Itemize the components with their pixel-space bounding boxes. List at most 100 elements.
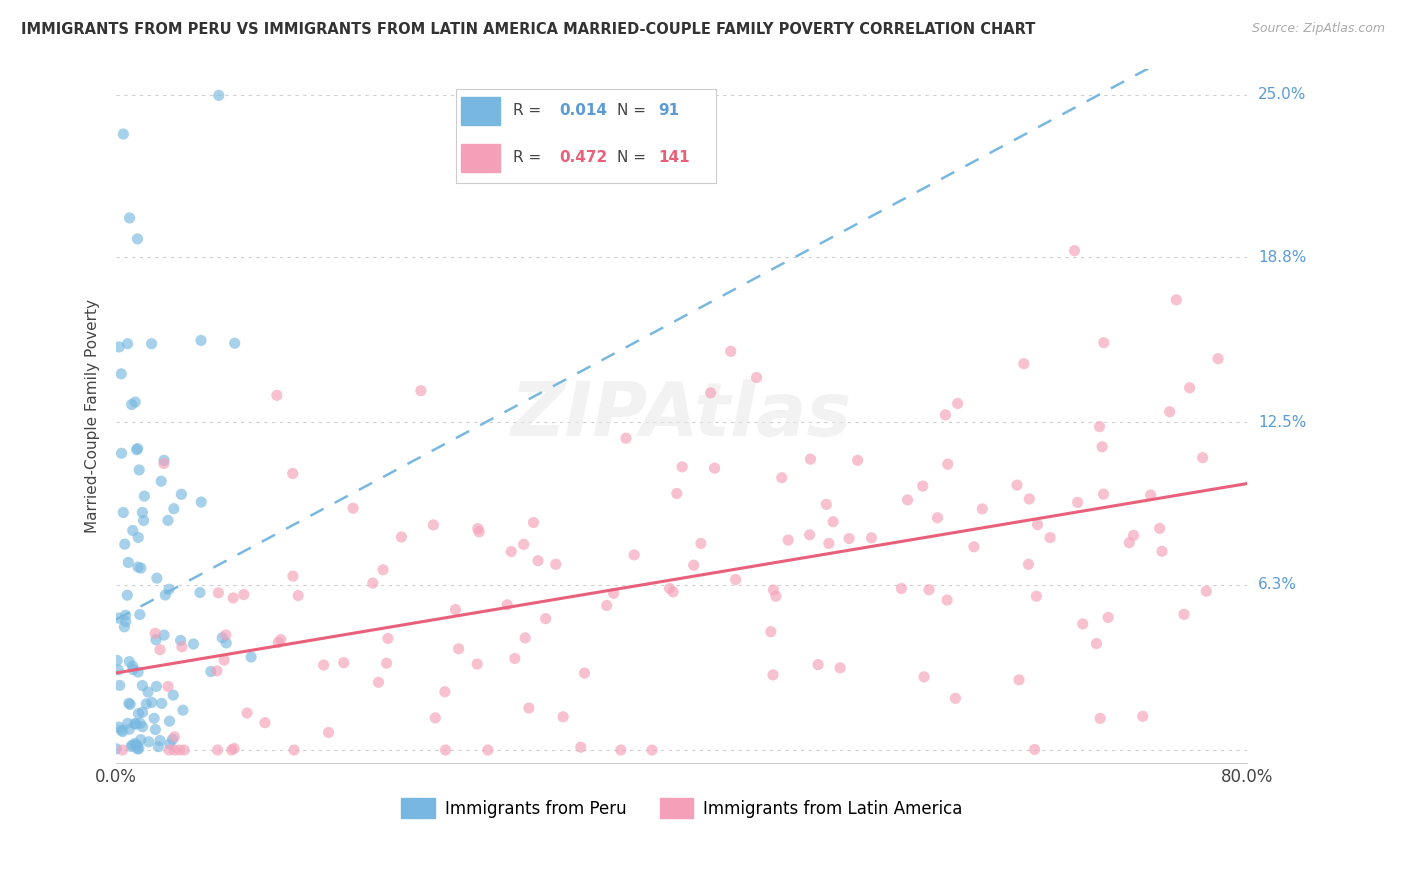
Point (150, 474, 173, 488)
Point (145, 680, 167, 694)
Point (118, 211, 141, 225)
Point (477, 743, 499, 757)
Point (936, 593, 959, 607)
Point (1071, 616, 1094, 631)
Point (128, 607, 150, 622)
Point (162, 732, 184, 747)
Point (318, 725, 340, 739)
Text: 25.0%: 25.0% (1258, 87, 1306, 103)
Point (121, 524, 143, 538)
Point (934, 408, 956, 422)
Point (153, 453, 176, 467)
Point (183, 637, 205, 651)
Point (1085, 636, 1108, 650)
Point (281, 467, 304, 481)
Point (143, 711, 166, 725)
Point (447, 641, 470, 656)
Point (682, 558, 704, 573)
Point (172, 703, 194, 717)
Point (828, 661, 851, 675)
Point (141, 695, 163, 709)
Point (114, 615, 136, 629)
Point (124, 716, 146, 731)
Point (112, 506, 135, 520)
Point (159, 714, 181, 729)
Point (1063, 244, 1085, 258)
Point (1139, 488, 1161, 502)
Point (332, 656, 354, 670)
Point (1150, 544, 1173, 558)
Point (270, 632, 292, 647)
Point (1017, 558, 1039, 572)
Point (125, 442, 148, 457)
Point (911, 479, 934, 493)
Point (146, 571, 169, 585)
Point (1118, 535, 1140, 549)
Point (815, 497, 838, 511)
Point (501, 544, 523, 558)
Point (818, 536, 841, 550)
Point (131, 505, 153, 519)
Point (569, 740, 592, 755)
Point (1191, 450, 1213, 465)
Point (1149, 521, 1171, 535)
Point (527, 554, 550, 568)
Point (107, 611, 129, 625)
Point (131, 720, 153, 734)
Point (287, 589, 309, 603)
Point (762, 582, 785, 597)
Point (121, 659, 143, 673)
Point (281, 569, 304, 583)
Point (169, 633, 191, 648)
Point (465, 657, 488, 671)
Point (972, 501, 994, 516)
Point (170, 640, 193, 654)
Text: 6.3%: 6.3% (1258, 577, 1298, 592)
Point (208, 88, 231, 103)
Point (128, 706, 150, 721)
Point (108, 340, 131, 354)
Point (602, 586, 624, 600)
Point (671, 459, 693, 474)
Point (114, 537, 136, 551)
Point (762, 668, 785, 682)
Point (127, 232, 149, 246)
Point (936, 457, 959, 471)
Point (127, 531, 149, 545)
Point (149, 642, 172, 657)
Point (132, 514, 155, 528)
Point (1088, 711, 1111, 725)
Point (112, 127, 135, 141)
Point (1008, 673, 1031, 687)
Point (434, 743, 457, 757)
Point (159, 737, 181, 751)
Point (838, 532, 860, 546)
Point (205, 664, 228, 678)
Point (114, 608, 136, 623)
Point (190, 495, 212, 509)
Point (927, 510, 949, 524)
Point (236, 706, 259, 720)
Point (129, 732, 152, 747)
Point (157, 582, 180, 597)
Point (553, 710, 575, 724)
Point (211, 631, 233, 645)
Point (120, 739, 142, 754)
Point (135, 697, 157, 711)
Point (433, 685, 456, 699)
Point (155, 588, 177, 602)
Point (120, 698, 142, 712)
Point (124, 717, 146, 731)
Point (105, 742, 128, 756)
Point (207, 586, 229, 600)
Point (283, 743, 305, 757)
Point (1206, 351, 1229, 366)
Point (112, 620, 135, 634)
Point (517, 701, 540, 715)
Point (253, 715, 276, 730)
Point (173, 743, 195, 757)
Point (1173, 607, 1195, 622)
Point (641, 743, 664, 757)
Point (156, 513, 179, 527)
Point (215, 636, 238, 650)
